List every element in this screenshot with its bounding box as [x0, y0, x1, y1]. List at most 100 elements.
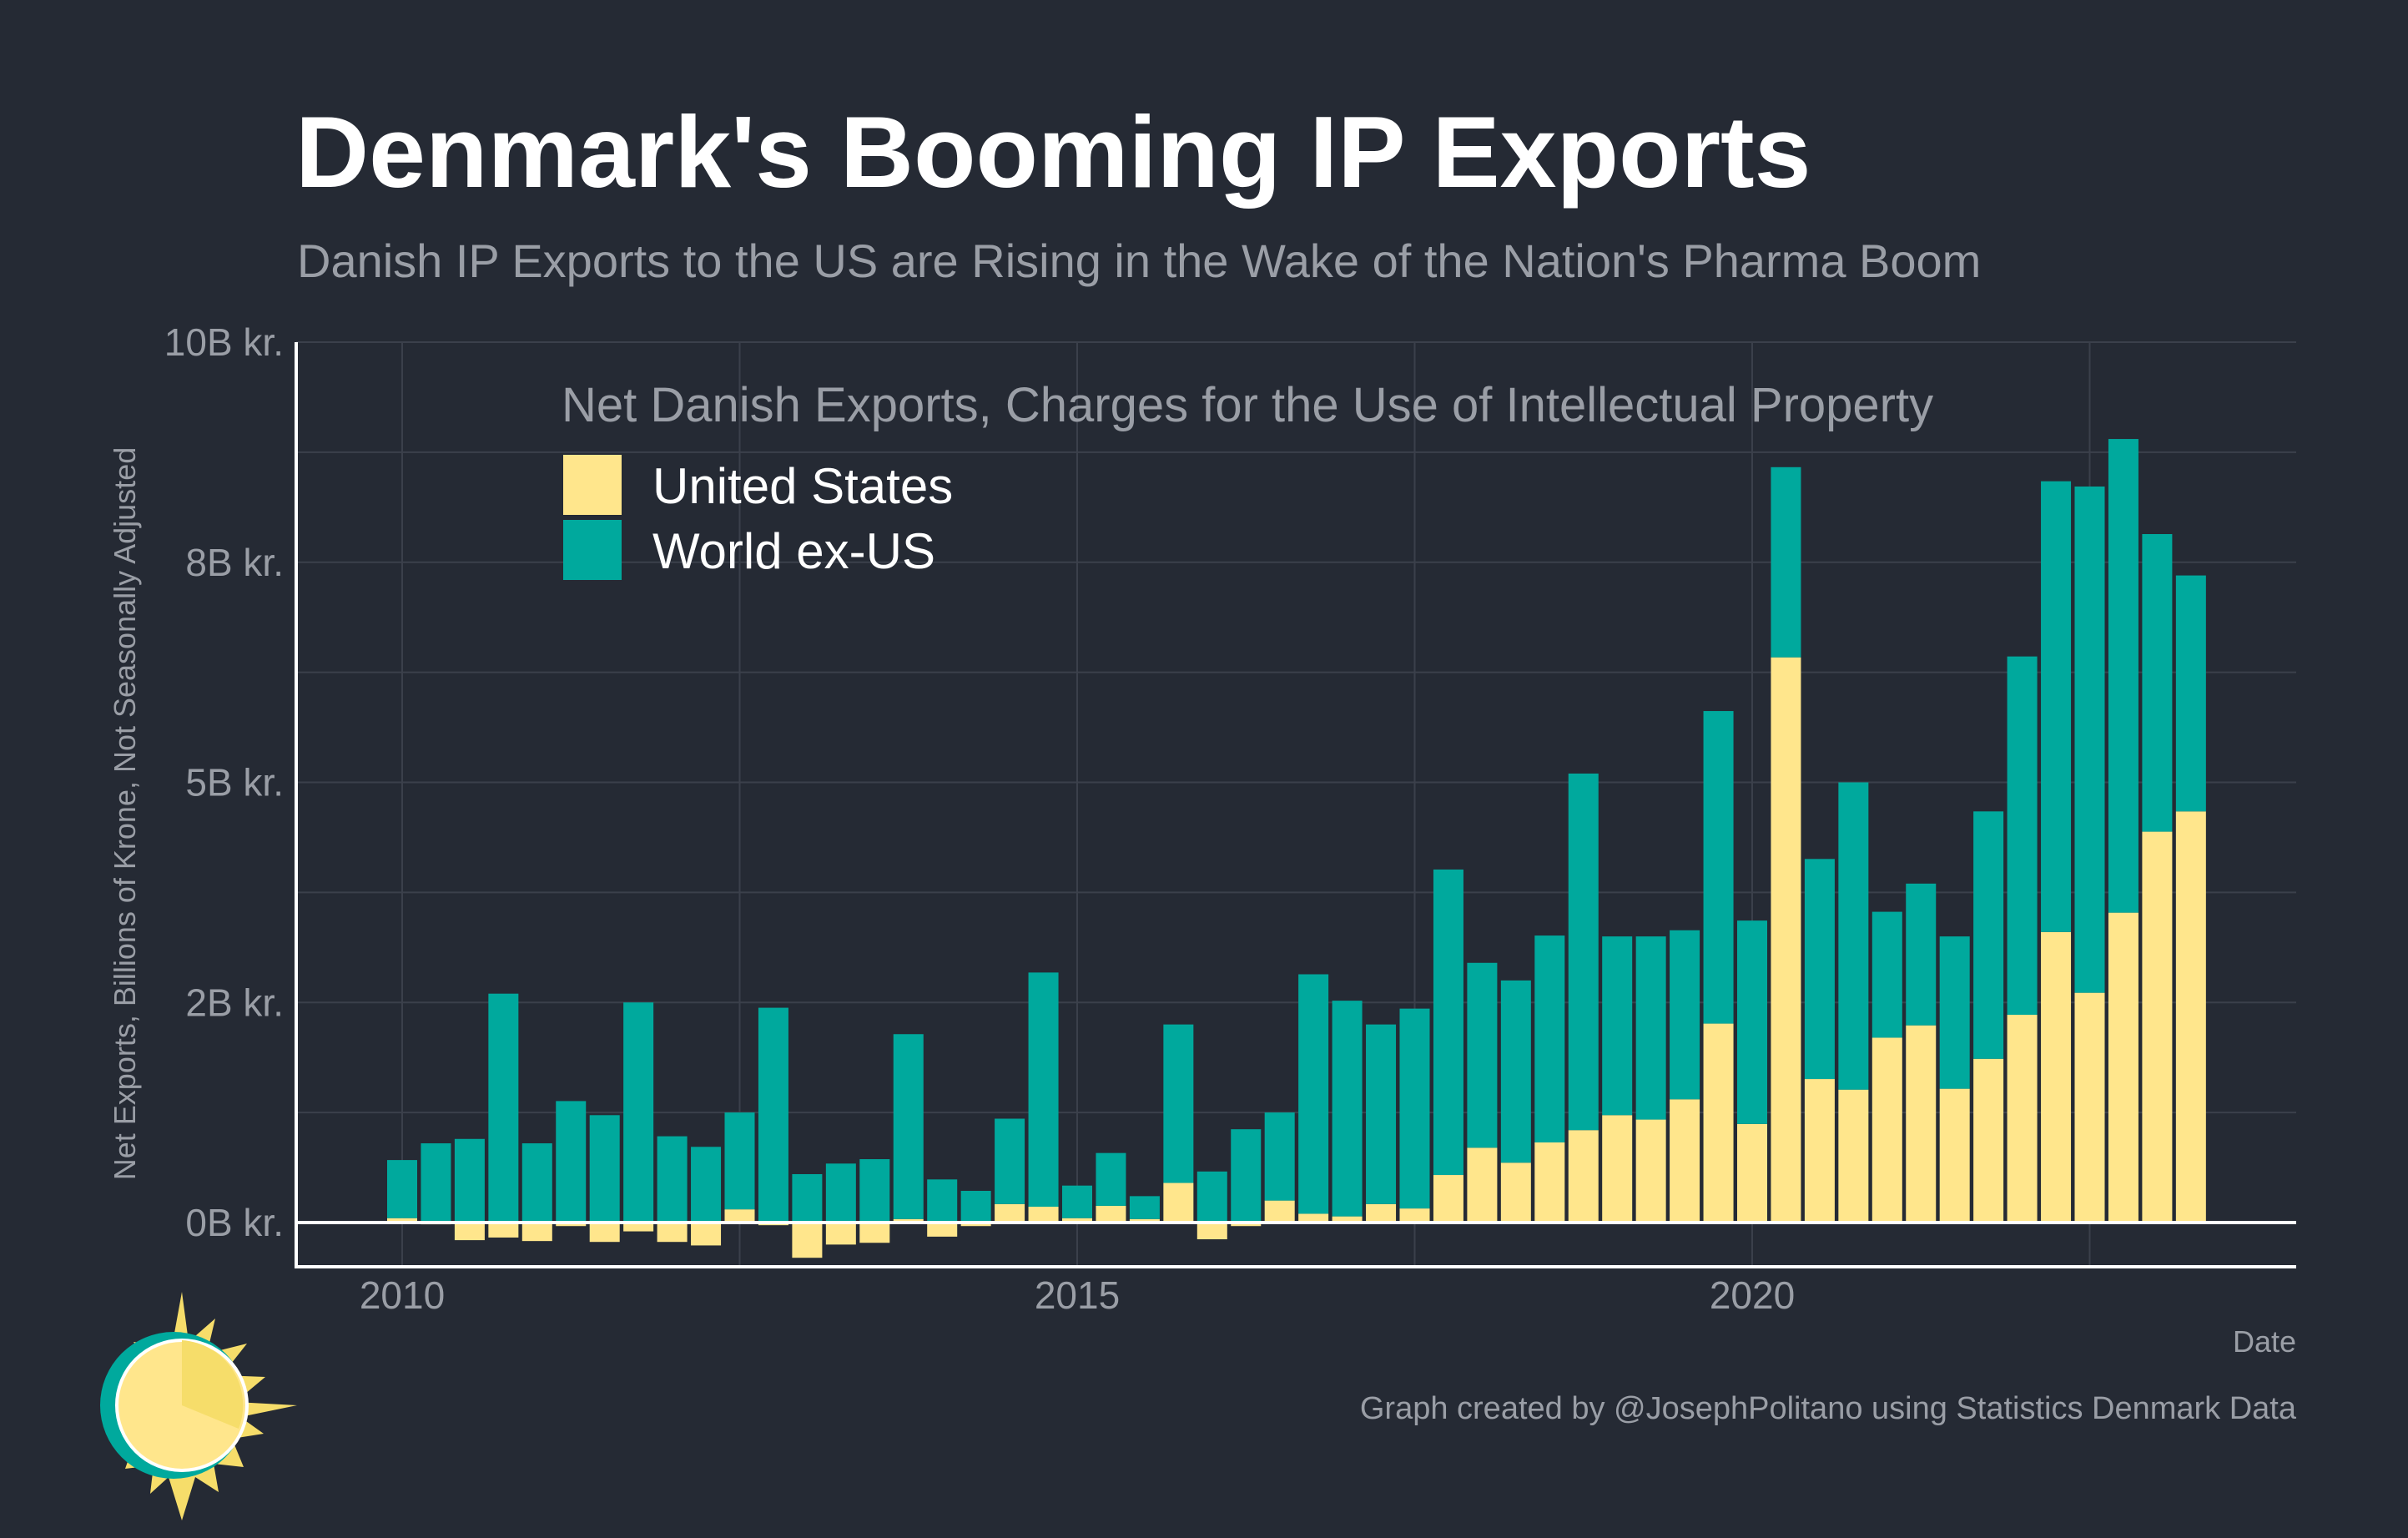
bar-us — [859, 1223, 890, 1243]
bar-us — [1298, 1213, 1329, 1223]
bar-us — [454, 1223, 485, 1241]
sun-shade-icon — [182, 1340, 244, 1429]
bar-world-ex-us — [1433, 869, 1463, 1176]
bar-world-ex-us — [1670, 930, 1700, 1100]
bar-world-ex-us — [1231, 1129, 1262, 1223]
bar-us — [1670, 1099, 1700, 1223]
bar-us — [2142, 831, 2173, 1223]
x-tick-label: 2010 — [360, 1273, 445, 1317]
bar-us — [1500, 1162, 1531, 1223]
bar-us — [1366, 1203, 1397, 1223]
legend-swatch-united-states — [563, 455, 622, 515]
bar-world-ex-us — [589, 1115, 620, 1223]
bar-world-ex-us — [1196, 1171, 1227, 1223]
bar-world-ex-us — [1602, 936, 1633, 1116]
legend-title: Net Danish Exports, Charges for the Use … — [562, 378, 1933, 432]
bar-us — [1568, 1130, 1599, 1223]
bar-world-ex-us — [1028, 972, 1059, 1208]
bar-us — [1703, 1023, 1734, 1223]
bar-world-ex-us — [1467, 962, 1498, 1148]
bar-us — [1433, 1175, 1463, 1223]
y-tick-labels: 0B kr. 2B kr. 5B kr. 8B kr. 10B kr. — [164, 320, 284, 1244]
bar-world-ex-us — [893, 1034, 924, 1219]
legend-swatch-world-ex-us — [563, 520, 622, 580]
bar-world-ex-us — [995, 1118, 1025, 1204]
y-tick-label: 8B kr. — [185, 541, 284, 584]
bar-world-ex-us — [387, 1160, 417, 1218]
bar-us — [825, 1223, 856, 1245]
bar-us — [2007, 1015, 2038, 1223]
chart-title: Denmark's Booming IP Exports — [295, 95, 1811, 209]
bar-us — [1804, 1079, 1835, 1223]
x-tick-label: 2015 — [1035, 1273, 1120, 1317]
bar-us — [927, 1223, 958, 1237]
axes — [295, 342, 2296, 1268]
y-tick-label: 0B kr. — [185, 1201, 284, 1244]
bar-us — [521, 1223, 552, 1242]
y-tick-label: 10B kr. — [164, 320, 284, 364]
bar-world-ex-us — [691, 1147, 722, 1223]
x-axis-label: Date — [2233, 1324, 2296, 1359]
y-axis-label: Net Exports, Billions of Krone, Not Seas… — [108, 447, 142, 1180]
bar-world-ex-us — [2074, 487, 2105, 993]
bar-us — [556, 1223, 587, 1227]
bar-us — [2074, 992, 2105, 1223]
bar-world-ex-us — [1399, 1008, 1430, 1209]
bar-us — [589, 1223, 620, 1243]
gridlines — [296, 341, 2296, 1267]
legend-label-world-ex-us: World ex-US — [652, 523, 935, 579]
bar-world-ex-us — [1973, 811, 2004, 1059]
bar-world-ex-us — [1635, 936, 1666, 1120]
bar-us — [2041, 931, 2072, 1223]
bar-us — [995, 1203, 1025, 1223]
bar-world-ex-us — [927, 1179, 958, 1223]
bar-world-ex-us — [1534, 935, 1565, 1142]
bar-world-ex-us — [1264, 1112, 1295, 1201]
bar-world-ex-us — [421, 1143, 451, 1223]
legend-label-united-states: United States — [652, 458, 953, 514]
legend: Net Danish Exports, Charges for the Use … — [562, 378, 1933, 580]
source-caption: Graph created by @JosephPolitano using S… — [1360, 1391, 2297, 1426]
y-tick-label: 5B kr. — [185, 761, 284, 804]
bar-us — [1602, 1115, 1633, 1223]
bar-world-ex-us — [1366, 1024, 1397, 1204]
bar-us — [1196, 1223, 1227, 1240]
bar-us — [893, 1218, 924, 1223]
bar-us — [1163, 1182, 1194, 1223]
bar-world-ex-us — [1871, 911, 1902, 1038]
bar-us — [1467, 1147, 1498, 1223]
bar-series — [387, 439, 2206, 1258]
bar-world-ex-us — [1500, 980, 1531, 1163]
bar-us — [623, 1223, 654, 1232]
bar-us — [1939, 1088, 1970, 1223]
bar-world-ex-us — [1163, 1024, 1194, 1183]
bar-world-ex-us — [657, 1136, 688, 1223]
bar-world-ex-us — [1096, 1152, 1126, 1206]
bar-world-ex-us — [758, 1007, 788, 1223]
bar-world-ex-us — [1737, 920, 1767, 1124]
bar-world-ex-us — [1939, 936, 1970, 1089]
bar-world-ex-us — [1838, 782, 1869, 1090]
bar-world-ex-us — [1568, 773, 1599, 1131]
bar-us — [488, 1223, 519, 1238]
bar-world-ex-us — [521, 1143, 552, 1223]
bar-world-ex-us — [2007, 656, 2038, 1016]
bar-world-ex-us — [556, 1101, 587, 1223]
x-tick-label: 2020 — [1710, 1273, 1795, 1317]
bar-world-ex-us — [488, 993, 519, 1223]
bar-us — [1871, 1037, 1902, 1223]
bar-us — [387, 1218, 417, 1223]
bar-us — [2108, 912, 2138, 1223]
bar-us — [1635, 1119, 1666, 1223]
bar-us — [1973, 1058, 2004, 1223]
bar-us — [1906, 1025, 1937, 1223]
bar-world-ex-us — [1771, 466, 1801, 658]
bar-world-ex-us — [1298, 974, 1329, 1214]
bar-us — [1534, 1142, 1565, 1223]
sun-logo-icon — [100, 1292, 297, 1520]
bar-world-ex-us — [623, 1002, 654, 1223]
bar-world-ex-us — [2108, 439, 2138, 913]
bar-world-ex-us — [859, 1159, 890, 1223]
